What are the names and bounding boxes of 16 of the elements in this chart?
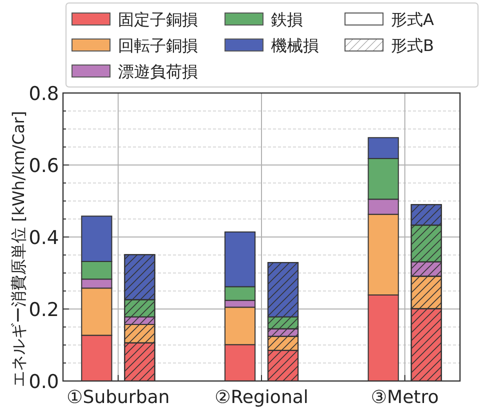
y-tick-label: 0.8 — [28, 83, 59, 105]
y-tick-label: 0.6 — [28, 155, 59, 177]
text: ①Suburban — [66, 387, 170, 408]
text: ③Metro — [370, 387, 439, 408]
y-tick-label: 0.2 — [28, 299, 59, 321]
legend-label: 漂遊負荷損 — [118, 62, 198, 81]
y-tick-label: 0.4 — [28, 227, 59, 249]
legend-label: 形式A — [391, 10, 434, 29]
text: ②Regional — [214, 387, 308, 408]
legend-label: 機械損 — [271, 36, 319, 55]
legend-label: 形式B — [391, 36, 434, 55]
legend-label: 固定子銅損 — [118, 10, 198, 29]
legend-label: 鉄損 — [271, 10, 303, 29]
y-tick-label: 0.0 — [28, 371, 59, 393]
legend-label: 回転子銅損 — [118, 36, 198, 55]
y-axis-title: エネルギー消費原単位 [kWh/km/Car] — [9, 111, 28, 387]
